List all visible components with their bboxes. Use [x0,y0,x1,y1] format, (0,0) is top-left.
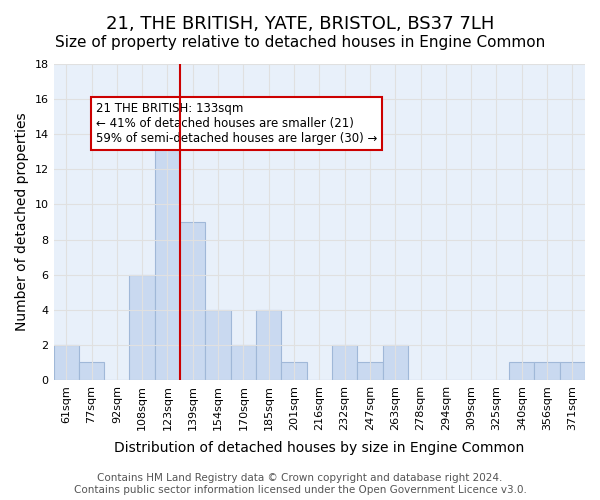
X-axis label: Distribution of detached houses by size in Engine Common: Distribution of detached houses by size … [114,441,524,455]
Bar [535,362,560,380]
Text: 21 THE BRITISH: 133sqm
← 41% of detached houses are smaller (21)
59% of semi-det: 21 THE BRITISH: 133sqm ← 41% of detached… [96,102,377,145]
Bar [53,345,79,380]
Bar [560,362,585,380]
Bar [281,362,307,380]
Bar [130,274,155,380]
Bar [383,345,408,380]
Bar [230,345,256,380]
Bar [256,310,281,380]
Bar [180,222,205,380]
Bar [509,362,535,380]
Text: Size of property relative to detached houses in Engine Common: Size of property relative to detached ho… [55,35,545,50]
Bar [332,345,357,380]
Text: Contains HM Land Registry data © Crown copyright and database right 2024.
Contai: Contains HM Land Registry data © Crown c… [74,474,526,495]
Bar [357,362,383,380]
Y-axis label: Number of detached properties: Number of detached properties [15,112,29,332]
Bar [205,310,230,380]
Text: 21, THE BRITISH, YATE, BRISTOL, BS37 7LH: 21, THE BRITISH, YATE, BRISTOL, BS37 7LH [106,15,494,33]
Bar [79,362,104,380]
Bar [155,134,180,380]
